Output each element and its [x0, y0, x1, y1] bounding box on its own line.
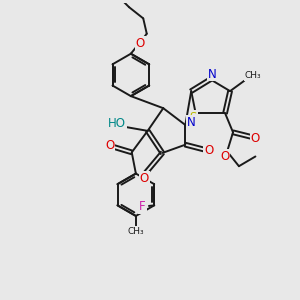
Text: O: O: [136, 37, 145, 50]
Text: N: N: [187, 116, 196, 129]
Text: CH₃: CH₃: [245, 71, 261, 80]
Text: O: O: [204, 144, 214, 158]
Text: O: O: [140, 172, 149, 185]
Text: O: O: [105, 139, 114, 152]
Text: CH₃: CH₃: [128, 227, 144, 236]
Text: F: F: [139, 200, 146, 213]
Text: O: O: [220, 150, 230, 163]
Text: HO: HO: [108, 117, 126, 130]
Text: O: O: [250, 132, 260, 145]
Text: S: S: [190, 111, 197, 124]
Text: N: N: [208, 68, 216, 80]
